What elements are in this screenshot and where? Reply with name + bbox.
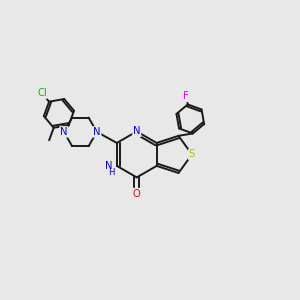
Text: N: N	[133, 126, 140, 136]
Text: N: N	[60, 127, 68, 137]
Text: F: F	[183, 91, 189, 101]
Text: S: S	[189, 149, 195, 159]
Text: N: N	[93, 127, 100, 137]
Text: N: N	[105, 161, 112, 171]
Text: O: O	[133, 189, 141, 199]
Text: Cl: Cl	[37, 88, 47, 98]
Text: H: H	[108, 168, 115, 177]
